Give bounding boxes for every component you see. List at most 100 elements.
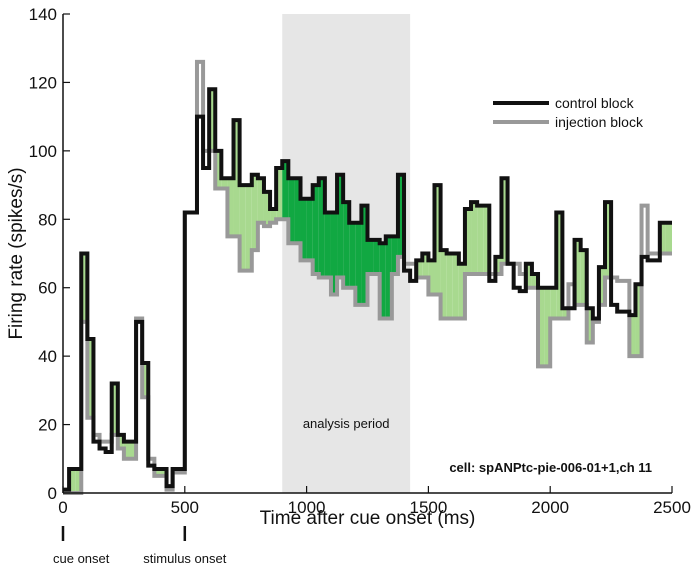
difference-fill-bin (361, 205, 368, 305)
difference-fill-bin (483, 205, 490, 275)
event-marker-label: cue onset (53, 551, 110, 565)
difference-fill-bin (367, 239, 374, 275)
difference-fill-bin (300, 198, 307, 261)
difference-fill-bin (123, 441, 130, 459)
cell-label: cell: spANPtc-pie-006-01+1,ch 11 (449, 460, 652, 475)
difference-fill-bin (428, 260, 435, 295)
difference-fill-bin (562, 308, 569, 319)
difference-fill-bin (440, 250, 447, 319)
difference-fill-bin (69, 469, 76, 493)
difference-fill-bin (605, 202, 612, 278)
difference-fill-bin (81, 253, 88, 322)
difference-fill-bin (239, 185, 246, 271)
difference-fill-bin (318, 178, 325, 278)
y-tick-label: 40 (38, 347, 57, 366)
difference-fill-bin (495, 256, 502, 275)
difference-fill-bin (87, 339, 94, 418)
difference-fill-bin (550, 287, 557, 319)
difference-fill-bin (422, 253, 429, 278)
difference-fill-bin (312, 185, 319, 275)
legend: control block injection block (493, 95, 644, 130)
x-axis-ticks: 0 500 1000 1500 2000 2500 (58, 486, 691, 517)
y-tick-label: 100 (29, 142, 57, 161)
difference-fill-bin (154, 469, 161, 476)
event-markers: cue onset stimulus onset (53, 526, 227, 565)
difference-fill-bin (355, 222, 362, 305)
difference-fill-bin (227, 178, 234, 237)
difference-fill-bin (501, 178, 508, 264)
y-tick-label: 20 (38, 416, 57, 435)
difference-fill-bin (665, 222, 672, 254)
y-tick-label: 120 (29, 73, 57, 92)
difference-fill-bin (270, 209, 277, 223)
y-tick-label: 80 (38, 210, 57, 229)
difference-fill-bin (556, 212, 563, 319)
difference-fill-bin (276, 167, 283, 220)
difference-fill-bin (477, 205, 484, 275)
y-axis-title: Firing rate (spikes/s) (6, 167, 27, 339)
difference-fill-bin (464, 209, 472, 275)
difference-fill-bin (288, 178, 295, 244)
event-marker-label: stimulus onset (143, 551, 226, 565)
y-tick-label: 140 (29, 5, 57, 24)
x-tick-label: 500 (171, 498, 199, 517)
x-tick-label: 2000 (531, 498, 569, 517)
difference-fill-bin (251, 174, 258, 251)
difference-fill-bin (160, 469, 167, 476)
difference-fill-bin (330, 212, 338, 295)
difference-fill-bin (452, 253, 459, 319)
control-block-line (63, 87, 672, 492)
x-axis-title: Time after cue onset (ms) (260, 508, 476, 529)
difference-fill-bin (337, 174, 344, 278)
difference-fill-bin (343, 202, 350, 288)
difference-fill-bin (446, 253, 453, 319)
legend-label-injection: injection block (555, 114, 644, 130)
legend-label-control: control block (555, 95, 635, 111)
difference-fill-bin (397, 174, 405, 257)
y-axis-ticks: 0 20 40 60 80 100 120 140 (29, 5, 70, 503)
difference-fill-bin (458, 263, 465, 319)
difference-fill-bin (324, 212, 331, 278)
analysis-period-label: analysis period (303, 416, 390, 431)
y-tick-label: 60 (38, 279, 57, 298)
difference-fill-bin (349, 222, 356, 288)
x-tick-label: 0 (58, 498, 67, 517)
difference-fill-bin (416, 260, 423, 278)
difference-fill-bin (544, 287, 551, 367)
difference-fill-bin (385, 236, 392, 319)
difference-fill-bin (129, 441, 137, 459)
difference-fill-bin (215, 150, 222, 189)
difference-fill-bin (263, 191, 271, 227)
difference-fill-bin (209, 89, 216, 151)
difference-fill-bin (580, 250, 587, 305)
difference-fill-bin (525, 263, 532, 288)
difference-fill-bin (142, 362, 149, 398)
difference-fill-bin (233, 120, 240, 237)
difference-fill-bin (117, 434, 124, 449)
difference-fill-bin (245, 185, 252, 271)
y-tick-label: 0 (48, 484, 57, 503)
difference-fill-bin (373, 239, 380, 275)
difference-fill (63, 89, 672, 493)
difference-fill-bin (257, 178, 264, 223)
difference-fill-bin (221, 178, 228, 189)
difference-fill-bin (282, 161, 289, 220)
difference-fill-bin (391, 236, 398, 275)
difference-fill-bin (111, 383, 118, 435)
difference-fill-bin (531, 274, 539, 288)
difference-fill-bin (574, 239, 581, 305)
difference-fill-bin (434, 185, 441, 295)
difference-fill-bin (629, 315, 636, 357)
difference-fill-bin (306, 198, 313, 261)
injection-block-line (63, 59, 672, 495)
x-tick-label: 1500 (409, 498, 447, 517)
difference-fill-bin (659, 222, 666, 254)
difference-fill-bin (471, 202, 478, 275)
difference-fill-bin (379, 243, 386, 319)
difference-fill-bin (635, 284, 642, 357)
x-tick-label: 1000 (288, 498, 326, 517)
difference-fill-bin (538, 287, 545, 367)
difference-fill-bin (598, 267, 606, 305)
difference-fill-bin (586, 308, 593, 343)
